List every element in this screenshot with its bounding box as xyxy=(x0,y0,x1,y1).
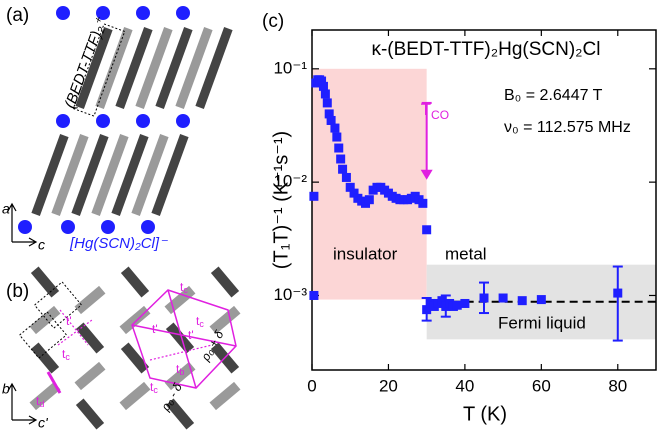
x-tick-label: 0 xyxy=(307,376,316,395)
transfer-label: t' xyxy=(188,328,194,342)
data-point xyxy=(499,293,508,302)
molecule xyxy=(121,343,149,374)
transfer-label-sub: c xyxy=(65,352,70,362)
transfer-label: tc xyxy=(150,380,158,395)
transfer-label: t' xyxy=(66,314,72,328)
x-tick-label: 40 xyxy=(455,376,474,395)
data-point xyxy=(422,225,431,234)
data-point xyxy=(518,296,527,305)
y-axis-label: (T₁T)⁻¹ (K⁻¹s⁻¹) xyxy=(270,131,292,269)
transfer-label: tc xyxy=(196,314,204,329)
molecule xyxy=(75,362,106,390)
axis-label-b: b xyxy=(2,381,10,397)
transfer-label: tb xyxy=(176,362,184,377)
data-point xyxy=(309,291,318,300)
y-tick-label: 10⁻³ xyxy=(273,285,307,304)
data-point xyxy=(332,133,341,142)
data-point xyxy=(460,299,469,308)
transfer-label: tc xyxy=(180,280,188,295)
transfer-label-sub: c xyxy=(199,319,204,329)
panel-label: (a) xyxy=(6,5,29,26)
molecule xyxy=(75,286,106,314)
data-point xyxy=(334,144,343,153)
transfer-label: t' xyxy=(66,314,72,328)
tco-label-sub: CO xyxy=(431,108,449,122)
molecule xyxy=(30,306,61,334)
anion-dot xyxy=(176,114,190,128)
anion-dot xyxy=(101,220,115,234)
anion-dot xyxy=(96,114,110,128)
transfer-label: t' xyxy=(152,322,158,336)
molecule xyxy=(31,267,59,298)
molecule xyxy=(120,382,151,410)
transfer-label: tc xyxy=(62,347,70,362)
data-point xyxy=(537,295,546,304)
region-label: insulator xyxy=(333,244,398,263)
anion-dot xyxy=(61,220,75,234)
molecule xyxy=(121,267,149,298)
transfer-label-sub: d xyxy=(39,399,44,409)
data-point xyxy=(323,98,332,107)
data-point xyxy=(480,293,489,302)
data-point xyxy=(418,199,427,208)
x-tick-label: 80 xyxy=(608,376,627,395)
transfer-label-sub: b xyxy=(179,367,184,377)
y-tick-label: 10⁻¹ xyxy=(273,58,307,77)
anion-dot xyxy=(56,6,70,20)
reference-label: Fermi liquid xyxy=(498,313,586,332)
chart-title: κ-(BEDT-TTF)₂Hg(SCN)₂Cl xyxy=(371,39,600,60)
molecule xyxy=(120,306,151,334)
anion-dot xyxy=(56,114,70,128)
tco-label: TCO xyxy=(421,100,449,122)
transfer-label: t' xyxy=(152,322,158,336)
molecule xyxy=(76,399,104,430)
molecule xyxy=(31,343,59,374)
data-point xyxy=(365,195,374,204)
transfer-label-sub: c xyxy=(183,285,188,295)
anion-dot xyxy=(18,220,32,234)
tco-label: T xyxy=(421,100,431,119)
anion-dot xyxy=(136,6,150,20)
data-point xyxy=(321,89,330,98)
axis-label-a: a xyxy=(2,201,10,217)
data-point xyxy=(330,124,339,133)
annotation: ν₀ = 112.575 MHz xyxy=(504,119,631,136)
annotation: B₀ = 2.6447 T xyxy=(504,87,603,104)
data-point xyxy=(338,165,347,174)
molecule xyxy=(76,323,104,354)
figure: (a)(BEDT-TTF)₂⁺[Hg(SCN)₂Cl]⁻ac (b)tct't'… xyxy=(0,0,658,432)
panel-label: (c) xyxy=(262,11,284,32)
data-point xyxy=(309,192,318,201)
transfer-label-sub: c xyxy=(153,385,158,395)
x-tick-label: 60 xyxy=(532,376,551,395)
anion-dot xyxy=(141,220,155,234)
anion-label: [Hg(SCN)₂Cl]⁻ xyxy=(69,235,168,252)
panel-label: (b) xyxy=(6,281,29,302)
transfer-label: t' xyxy=(188,328,194,342)
anion-dot xyxy=(176,6,190,20)
data-point xyxy=(342,173,351,182)
panel-a: (a)(BEDT-TTF)₂⁺[Hg(SCN)₂Cl]⁻ac xyxy=(2,5,233,253)
x-axis-label: T (K) xyxy=(463,403,507,425)
region-label: metal xyxy=(445,244,487,263)
anion-dot xyxy=(136,114,150,128)
molecule xyxy=(210,382,241,410)
molecule xyxy=(211,267,239,298)
axis-label-c: c xyxy=(38,237,45,253)
x-tick-label: 20 xyxy=(379,376,398,395)
data-point xyxy=(336,155,345,164)
axis-label-c: c' xyxy=(38,415,49,431)
data-point xyxy=(613,289,622,298)
